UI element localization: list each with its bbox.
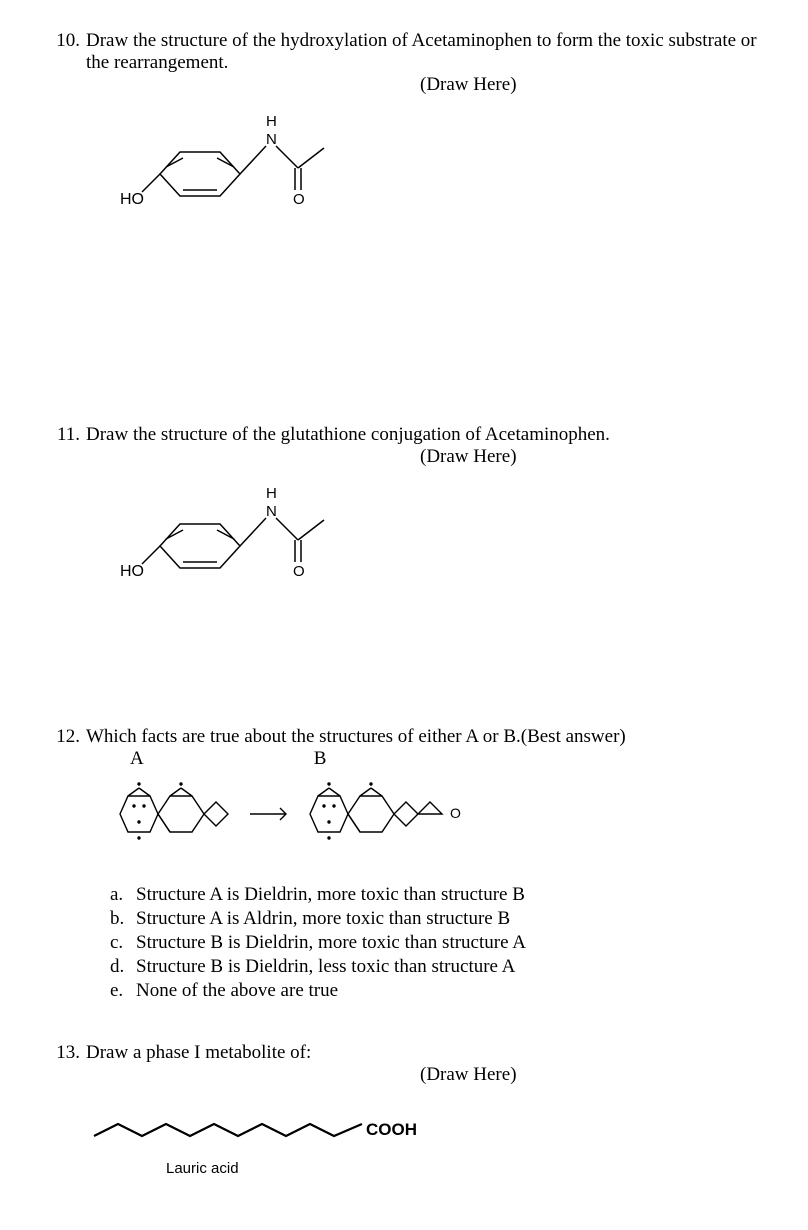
q12-label-a: A bbox=[130, 748, 144, 770]
q13-draw-here: (Draw Here) bbox=[50, 1064, 758, 1086]
cooh-label: COOH bbox=[366, 1120, 417, 1140]
label-o: O bbox=[293, 563, 305, 580]
q11-acetaminophen-structure: HO H N O bbox=[80, 476, 758, 606]
q11-text: Draw the structure of the glutathione co… bbox=[86, 424, 758, 446]
option-d: d. Structure B is Dieldrin, less toxic t… bbox=[110, 956, 758, 978]
question-12: 12. Which facts are true about the struc… bbox=[50, 726, 758, 1002]
question-13: 13. Draw a phase I metabolite of: (Draw … bbox=[50, 1042, 758, 1190]
q11-number: 11. bbox=[50, 424, 86, 446]
question-11: 11. Draw the structure of the glutathion… bbox=[50, 424, 758, 686]
option-c: c. Structure B is Dieldrin, more toxic t… bbox=[110, 932, 758, 954]
acetaminophen-svg: HO H N O bbox=[80, 104, 340, 234]
option-b: b. Structure A is Aldrin, more toxic tha… bbox=[110, 908, 758, 930]
q13-lauric-structure: COOH Lauric acid bbox=[90, 1110, 758, 1190]
q12-text: Which facts are true about the structure… bbox=[86, 726, 758, 748]
label-h: H bbox=[266, 113, 277, 130]
q10-text: Draw the structure of the hydroxylation … bbox=[86, 30, 758, 74]
q12-number: 12. bbox=[50, 726, 86, 748]
q10-number: 10. bbox=[50, 30, 86, 52]
acetaminophen-svg-2: HO H N O bbox=[80, 476, 340, 606]
label-ho: HO bbox=[120, 191, 144, 208]
q12-options: a. Structure A is Dieldrin, more toxic t… bbox=[50, 884, 758, 1002]
question-10: 10. Draw the structure of the hydroxylat… bbox=[50, 30, 758, 384]
q12-structures: O bbox=[110, 774, 758, 864]
label-n: N bbox=[266, 503, 277, 520]
label-o: O bbox=[293, 191, 305, 208]
q13-text: Draw a phase I metabolite of: bbox=[86, 1042, 758, 1064]
aldrin-dieldrin-svg: O bbox=[110, 774, 530, 854]
lauric-acid-label: Lauric acid bbox=[166, 1160, 239, 1177]
epoxide-o-label: O bbox=[450, 805, 461, 821]
option-a: a. Structure A is Dieldrin, more toxic t… bbox=[110, 884, 758, 906]
q10-acetaminophen-structure: HO H N O bbox=[80, 104, 758, 234]
q11-draw-here: (Draw Here) bbox=[50, 446, 758, 468]
option-e: e. None of the above are true bbox=[110, 980, 758, 1002]
label-h: H bbox=[266, 485, 277, 502]
q12-label-b: B bbox=[314, 748, 327, 770]
lauric-chain-svg bbox=[90, 1110, 380, 1150]
q10-draw-here: (Draw Here) bbox=[50, 74, 758, 96]
label-ho: HO bbox=[120, 563, 144, 580]
label-n: N bbox=[266, 131, 277, 148]
q13-number: 13. bbox=[50, 1042, 86, 1064]
